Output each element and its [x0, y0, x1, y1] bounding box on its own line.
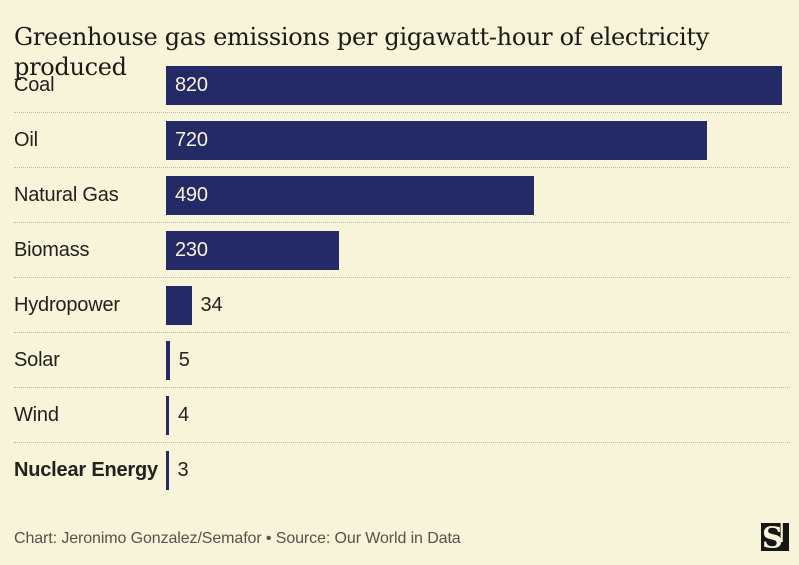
value-label: 5: [178, 348, 190, 371]
chart-row: Hydropower 34: [14, 278, 790, 333]
bar-area: 5: [166, 333, 790, 387]
bar: [166, 285, 192, 325]
chart-title: Greenhouse gas emissions per gigawatt-ho…: [14, 23, 710, 81]
category-label: Biomass: [14, 238, 90, 261]
bar-area: 720: [166, 113, 790, 167]
bar-area: 4: [166, 388, 790, 442]
bar: 720: [166, 120, 707, 160]
value-label: 3: [177, 459, 189, 481]
bar-chart: Coal 820 Oil 720 Natural Gas 490 Biomass 230 Hyd…: [14, 58, 790, 498]
svg-text:S: S: [762, 523, 783, 551]
chart-row: Nuclear Energy 3: [14, 443, 790, 498]
value-label: 490: [175, 183, 208, 206]
category-label: Coal: [14, 73, 55, 96]
bar-area: 34: [166, 278, 790, 332]
semafor-logo-icon: S: [761, 523, 789, 551]
bar-area: 230: [166, 223, 790, 277]
category-label: Solar: [14, 348, 60, 371]
chart-row: Natural Gas 490: [14, 168, 790, 223]
value-label: 230: [175, 238, 208, 261]
chart-row: Wind 4: [14, 388, 790, 443]
value-label: 34: [200, 293, 223, 316]
category-label: Natural Gas: [14, 183, 119, 206]
bar: [166, 395, 169, 435]
bar: 820: [166, 65, 782, 105]
chart-row: Oil 720: [14, 113, 790, 168]
credit-line: Chart: Jeronimo Gonzalez/Semafor • Sourc…: [14, 530, 461, 547]
chart-row: Biomass 230: [14, 223, 790, 278]
bar: 490: [166, 175, 535, 215]
bar: [166, 451, 169, 490]
bar: 230: [166, 230, 339, 270]
bar-area: 490: [166, 168, 790, 222]
bar: [166, 340, 170, 380]
chart-footer: Chart: Jeronimo Gonzalez/Semafor • Sourc…: [14, 523, 789, 551]
category-label: Oil: [14, 128, 38, 151]
chart-row: Solar 5: [14, 333, 790, 388]
bar-area: 820: [166, 58, 790, 112]
category-label: Nuclear Energy: [14, 459, 158, 481]
value-label: 4: [178, 403, 189, 426]
category-label: Wind: [14, 403, 59, 426]
value-label: 720: [175, 128, 208, 151]
chart-row: Coal 820: [14, 58, 790, 113]
category-label: Hydropower: [14, 293, 120, 316]
bar-area: 3: [166, 443, 790, 498]
value-label: 820: [175, 73, 208, 96]
